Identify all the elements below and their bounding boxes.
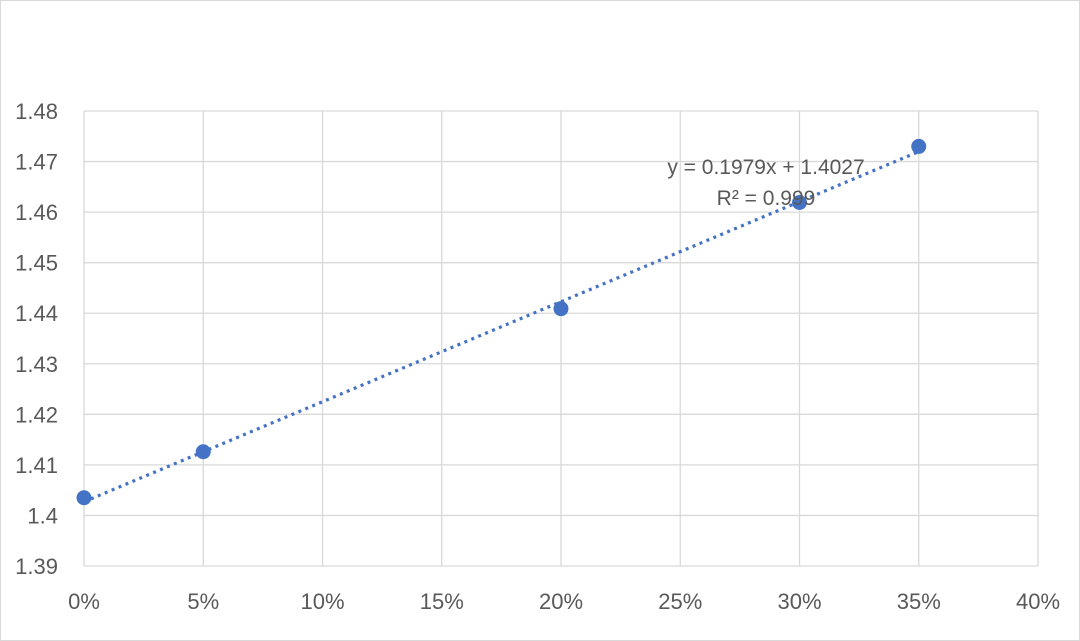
trendline-equation: y = 0.1979x + 1.4027 [667, 156, 864, 179]
data-point [195, 444, 211, 460]
grid-lines [83, 110, 1039, 567]
y-tick-label: 1.44 [15, 301, 58, 326]
y-tick-label: 1.4 [27, 503, 58, 528]
trendline-layer [83, 150, 920, 504]
data-point [553, 301, 569, 317]
data-points [76, 138, 927, 506]
y-tick-label: 1.43 [15, 352, 58, 377]
x-tick-label: 35% [897, 589, 941, 614]
data-point [792, 195, 807, 211]
data-point [911, 138, 927, 154]
y-tick-label: 1.41 [15, 453, 58, 478]
x-tick-label: 40% [1016, 589, 1060, 614]
x-tick-label: 30% [777, 589, 821, 614]
data-point [76, 490, 92, 506]
y-tick-label: 1.46 [15, 200, 58, 225]
y-tick-label: 1.42 [15, 402, 58, 427]
x-tick-label: 25% [658, 589, 702, 614]
y-tick-label: 1.47 [15, 150, 58, 175]
x-tick-label: 15% [420, 589, 464, 614]
x-tick-label: 10% [300, 589, 344, 614]
y-tick-label: 1.48 [15, 99, 58, 124]
y-tick-label: 1.45 [15, 251, 58, 276]
trendline-r2: R² = 0.999 [717, 187, 816, 210]
x-axis-ticks: 0% 5% 10% 15% 20% 25% 30% 35% 40% [68, 589, 1060, 614]
x-tick-label: 20% [539, 589, 583, 614]
x-tick-label: 5% [187, 589, 219, 614]
trendline [83, 150, 920, 504]
trendline-labels: y = 0.1979x + 1.4027 R² = 0.999 [667, 156, 864, 210]
y-tick-label: 1.39 [15, 554, 58, 579]
y-axis-ticks: 1.39 1.4 1.41 1.42 1.43 1.44 1.45 1.46 1.47 1.48 [15, 99, 58, 579]
x-tick-label: 0% [68, 589, 100, 614]
